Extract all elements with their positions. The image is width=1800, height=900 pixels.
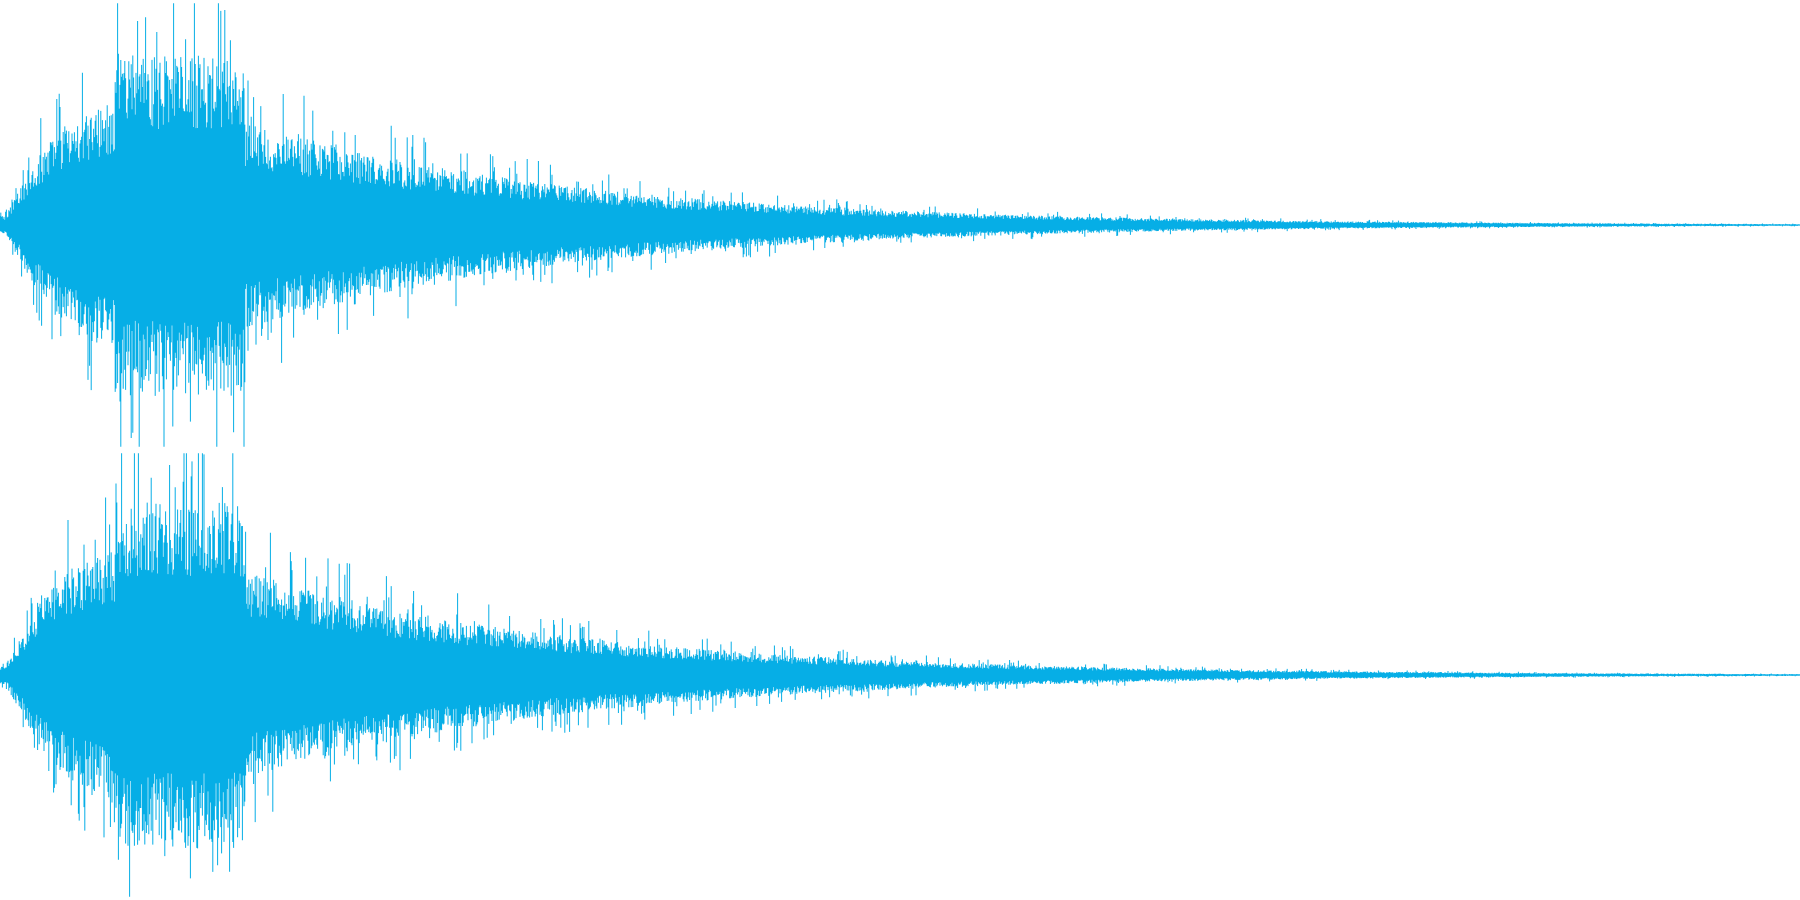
waveform-left-svg [0, 3, 1800, 447]
waveform-channel-right[interactable] [0, 450, 1800, 900]
waveform-channel-left[interactable] [0, 0, 1800, 450]
waveform-right-svg [0, 453, 1800, 897]
